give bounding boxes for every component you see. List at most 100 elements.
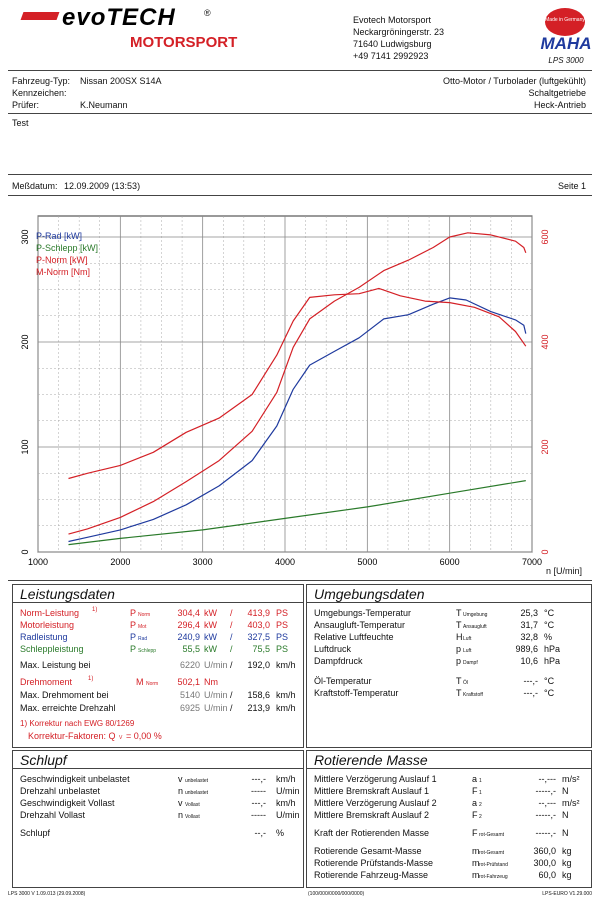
slip-row-symbol-sub: Vollast bbox=[185, 802, 200, 808]
mass-row-unit: N bbox=[562, 786, 569, 796]
power-row-label: Radleistung bbox=[20, 632, 68, 642]
ambient-row-label: Ansaugluft-Temperatur bbox=[314, 620, 406, 630]
slip-row-value: ----- bbox=[251, 810, 266, 820]
maha-seal-icon bbox=[545, 8, 585, 36]
slip-row-value: ---,- bbox=[251, 798, 267, 808]
power-row-sep: / bbox=[230, 620, 233, 630]
x-tick-label: 4000 bbox=[275, 557, 295, 567]
mass-row-symbol: a bbox=[472, 798, 478, 808]
maha-wordmark: MAHA bbox=[540, 34, 592, 53]
max-rpm-speed: 213,9 bbox=[247, 703, 270, 713]
examiner-value: K.Neumann bbox=[80, 100, 128, 110]
power-row-kw-unit: kW bbox=[204, 644, 217, 654]
mass-row-value: 60,0 bbox=[538, 870, 556, 880]
power-row-ps: 403,0 bbox=[247, 620, 270, 630]
page-number: Seite 1 bbox=[557, 181, 586, 191]
mass-row-unit: kg bbox=[562, 858, 572, 868]
rotating-mass-panel bbox=[306, 750, 592, 888]
logo-subtitle: MOTORSPORT bbox=[130, 34, 238, 51]
slip-row-symbol-sub: Vollast bbox=[185, 814, 200, 820]
footer-version: LPS 3000 V 1.09.013 (29.09.2008) bbox=[8, 891, 86, 897]
mass-row-value: --,--- bbox=[538, 774, 557, 784]
mass-row-value: 300,0 bbox=[533, 858, 556, 868]
mass-row-unit: kg bbox=[562, 870, 572, 880]
slip-row-symbol: n bbox=[178, 810, 184, 820]
power-row-ps: 75,5 bbox=[252, 644, 270, 654]
report-page: evoTECH ® MOTORSPORT Evotech Motorsport … bbox=[8, 0, 592, 902]
ambient-row-symbol: T bbox=[456, 676, 462, 686]
max-power-speed: 192,0 bbox=[247, 660, 270, 670]
max-torque-rpm: 5140 bbox=[179, 690, 200, 700]
torque-footnote: 1) bbox=[88, 676, 94, 682]
ambient-row-symbol-sub: Luft bbox=[463, 636, 472, 642]
y-left-tick-label: 0 bbox=[20, 549, 30, 554]
torque-symbol: M bbox=[136, 677, 144, 687]
date-value: 12.09.2009 (13:53) bbox=[64, 181, 141, 191]
power-row-sep: / bbox=[230, 608, 233, 618]
mass-row-unit: m/s² bbox=[562, 798, 580, 808]
y-left-tick-label: 100 bbox=[20, 439, 30, 454]
mass-row-symbol: m bbox=[472, 846, 480, 856]
logo-registered-mark: ® bbox=[204, 8, 211, 18]
ambient-data-title: Umgebungsdaten bbox=[314, 586, 425, 602]
ambient-row-value: 31,7 bbox=[520, 620, 538, 630]
engine-type: Otto-Motor / Turbolader (luftgekühlt) bbox=[442, 76, 586, 86]
slip-row-symbol: v bbox=[178, 798, 183, 808]
mass-row-symbol-sub: rot-Gesamt bbox=[479, 850, 505, 856]
header-divider bbox=[8, 70, 592, 71]
logo-swoosh bbox=[20, 12, 60, 20]
slip-row-symbol-sub: unbelastet bbox=[185, 790, 209, 796]
max-torque-label: Max. Drehmoment bei bbox=[20, 690, 109, 700]
date-label: Meßdatum: bbox=[12, 181, 58, 191]
power-row-label: Motorleistung bbox=[20, 620, 75, 630]
ambient-row-symbol-sub: Luft bbox=[463, 648, 472, 654]
examiner-label: Prüfer: bbox=[12, 100, 40, 110]
slip-row-unit: % bbox=[276, 828, 285, 838]
x-tick-label: 5000 bbox=[357, 557, 377, 567]
mass-row-unit: N bbox=[562, 810, 569, 820]
footer-software: LPS-EURO V1.29.000 bbox=[542, 891, 592, 897]
ambient-row-symbol: T bbox=[456, 688, 462, 698]
series-p-schlepp bbox=[68, 480, 526, 546]
chart-bottom-divider bbox=[8, 580, 592, 581]
chart-grid bbox=[37, 215, 533, 553]
correction-factor-sub: V bbox=[119, 735, 123, 741]
mass-row-label: Rotierende Fahrzeug-Masse bbox=[314, 870, 429, 880]
correction-factor: Korrektur-Faktoren: Q bbox=[28, 731, 116, 741]
evotech-logo: evoTECH ® MOTORSPORT bbox=[20, 4, 272, 52]
series-p-rad bbox=[68, 297, 527, 543]
vehicle-type-label: Fahrzeug-Typ: bbox=[12, 76, 71, 86]
power-row-ps-unit: PS bbox=[276, 620, 289, 630]
company-name: Evotech Motorsport bbox=[353, 15, 432, 25]
power-row-symbol: P bbox=[130, 608, 137, 618]
power-row-kw-unit: kW bbox=[204, 608, 217, 618]
x-axis-label: n [U/min] bbox=[546, 566, 583, 576]
maha-seal-text: Made in Germany bbox=[545, 17, 585, 23]
torque-symbol-sub: Norm bbox=[146, 681, 159, 687]
power-data-panel bbox=[12, 584, 304, 748]
chart-ticks: 1000 2000 3000 4000 5000 6000 7000010020030002… bbox=[20, 229, 550, 567]
gearbox-type: Schaltgetriebe bbox=[528, 88, 586, 98]
ambient-row-symbol-sub: Ansaugluft bbox=[463, 624, 487, 630]
ambient-row-value: 989,6 bbox=[515, 644, 538, 654]
company-phone: +49 7141 2992923 bbox=[353, 51, 429, 61]
max-rpm-sep: / bbox=[230, 703, 233, 713]
mass-row-symbol-sub: 2 bbox=[479, 802, 482, 808]
footer-code: (100/000/0000/000/0000) bbox=[308, 891, 365, 897]
slip-row-label: Geschwindigkeit Vollast bbox=[20, 798, 115, 808]
power-row-symbol-sub: Mot bbox=[138, 624, 147, 630]
mass-title-divider bbox=[306, 768, 592, 769]
mass-row-symbol-sub: 1 bbox=[479, 778, 482, 784]
torque-label: Drehmoment bbox=[20, 677, 73, 687]
y-right-tick-label: 200 bbox=[540, 439, 550, 454]
mass-row-symbol-sub: 1 bbox=[479, 790, 482, 796]
mass-row-value: 360,0 bbox=[533, 846, 556, 856]
power-row-symbol-sub: Rad bbox=[138, 636, 148, 642]
ambient-row-unit: °C bbox=[544, 608, 555, 618]
mass-row-value: -----,- bbox=[535, 786, 556, 796]
power-row-footnote: 1) bbox=[92, 607, 98, 613]
power-row-symbol: P bbox=[130, 620, 137, 630]
x-tick-label: 1000 bbox=[28, 557, 48, 567]
power-row-ps-unit: PS bbox=[276, 644, 289, 654]
slip-row-label: Schlupf bbox=[20, 828, 51, 838]
